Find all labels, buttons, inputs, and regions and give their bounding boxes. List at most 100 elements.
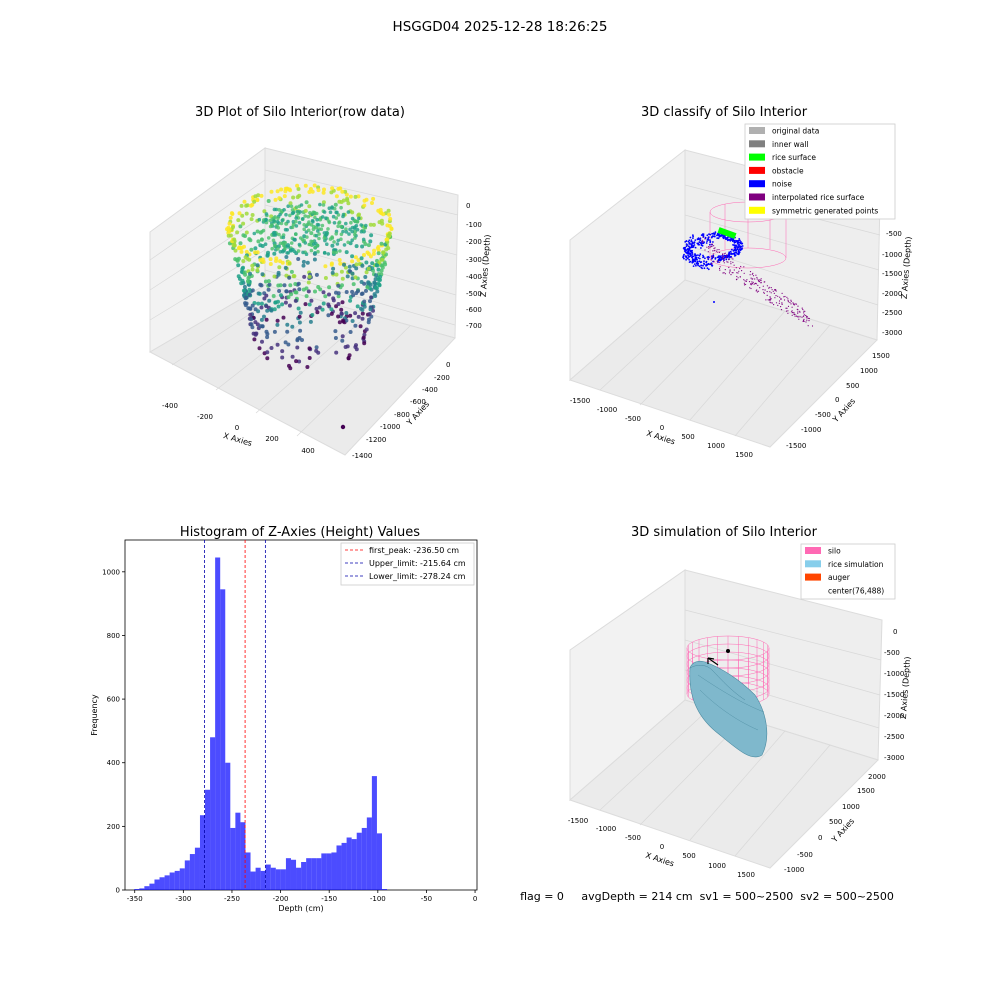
panel-raw-zlabel: Z Axies (Depth) bbox=[479, 234, 492, 297]
classify-noise-point bbox=[729, 239, 732, 242]
raw-data-point bbox=[240, 213, 245, 218]
histogram-bar bbox=[184, 860, 190, 890]
classify-noise-point bbox=[719, 255, 722, 258]
classify-interpolated-point bbox=[709, 246, 711, 248]
raw-data-point bbox=[314, 348, 319, 353]
panel-simulation-title: 3D simulation of Silo Interior bbox=[631, 525, 818, 540]
classify-interpolated-point bbox=[710, 246, 712, 248]
classify-noise-point bbox=[725, 258, 728, 261]
raw-data-point bbox=[361, 335, 366, 340]
raw-data-point bbox=[336, 224, 340, 229]
raw-data-point bbox=[232, 237, 237, 242]
legend-label: Upper_limit: -215.64 cm bbox=[369, 559, 466, 568]
histogram-bar bbox=[381, 889, 388, 890]
histogram-bar bbox=[356, 832, 362, 890]
classify-noise-point bbox=[699, 239, 702, 242]
raw-data-point bbox=[326, 313, 331, 318]
raw-data-point bbox=[249, 322, 254, 327]
y-tick-label: 600 bbox=[107, 696, 120, 704]
classify-noise-point bbox=[712, 232, 715, 235]
classify-interpolated-point bbox=[701, 241, 704, 243]
tick-label: 1000 bbox=[842, 803, 860, 811]
tick-label: 1000 bbox=[707, 442, 725, 450]
classify-noise-point bbox=[720, 235, 723, 237]
raw-data-point bbox=[346, 210, 351, 214]
raw-data-point bbox=[353, 255, 358, 260]
classify-interpolated-point bbox=[757, 290, 760, 292]
raw-data-point bbox=[359, 229, 364, 234]
raw-data-point bbox=[248, 238, 253, 243]
tick-label: -2500 bbox=[882, 309, 902, 317]
raw-data-point bbox=[309, 298, 314, 303]
raw-data-point bbox=[247, 287, 252, 292]
raw-data-point bbox=[266, 287, 271, 292]
classify-interpolated-point bbox=[759, 287, 761, 289]
raw-data-point bbox=[307, 274, 312, 279]
classify-interpolated-point bbox=[719, 269, 721, 271]
raw-data-point bbox=[315, 217, 319, 222]
classify-noise-point bbox=[737, 250, 740, 253]
classify-noise-point bbox=[717, 237, 720, 240]
tick-label: 1500 bbox=[735, 451, 753, 459]
raw-data-point bbox=[310, 313, 315, 317]
raw-data-point bbox=[330, 205, 334, 209]
status-text: flag = 0 avgDepth = 214 cm sv1 = 500~250… bbox=[520, 890, 894, 903]
raw-data-point bbox=[313, 289, 317, 294]
legend-label: interpolated rice surface bbox=[772, 193, 865, 202]
legend-swatch bbox=[749, 127, 765, 134]
classify-noise-point bbox=[713, 233, 716, 236]
tick-label: 500 bbox=[682, 852, 695, 860]
raw-data-point bbox=[235, 258, 240, 263]
raw-data-point bbox=[303, 183, 308, 188]
classify-interpolated-point bbox=[758, 281, 761, 283]
classify-noise-point bbox=[707, 268, 710, 271]
raw-data-point bbox=[299, 203, 304, 207]
classify-interpolated-point bbox=[719, 266, 721, 268]
raw-data-point bbox=[314, 272, 319, 277]
raw-data-point bbox=[263, 279, 268, 284]
raw-data-point bbox=[293, 290, 298, 295]
raw-data-point bbox=[297, 242, 302, 247]
raw-data-point bbox=[275, 342, 280, 347]
legend-label: symmetric generated points bbox=[772, 206, 878, 215]
classify-interpolated-point bbox=[792, 302, 794, 304]
raw-data-point bbox=[348, 194, 353, 199]
classify-noise-point bbox=[733, 249, 735, 252]
raw-data-point bbox=[361, 237, 366, 242]
classify-noise-point bbox=[735, 249, 737, 252]
classify-interpolated-point bbox=[733, 269, 735, 271]
raw-data-point bbox=[279, 293, 283, 298]
classify-noise-point bbox=[699, 253, 702, 256]
raw-data-point bbox=[347, 264, 352, 269]
classify-interpolated-point bbox=[790, 299, 792, 301]
histogram-bar bbox=[366, 817, 372, 890]
raw-data-point bbox=[350, 238, 355, 242]
panel-classify-legend: original data inner wall rice surface obsta… bbox=[744, 123, 896, 220]
raw-data-point bbox=[288, 213, 292, 218]
raw-data-point bbox=[289, 248, 293, 252]
panel-classify-yticks: 1500 1000 500 0 -500 -1000 -1500 bbox=[786, 352, 890, 450]
raw-data-point bbox=[336, 291, 341, 296]
raw-data-point bbox=[334, 232, 339, 236]
classify-noise-point bbox=[734, 244, 736, 247]
panel-classify: 3D classify of Silo Interior original da… bbox=[569, 105, 913, 459]
classify-noise-point bbox=[686, 257, 689, 260]
tick-label: -500 bbox=[466, 290, 482, 298]
classify-interpolated-point bbox=[762, 285, 764, 287]
panel-classify-xticks: -1500 -1000 -500 0 500 1000 1500 bbox=[570, 397, 753, 459]
classify-noise-point bbox=[693, 244, 696, 246]
histogram-bar bbox=[205, 789, 211, 890]
raw-data-point bbox=[360, 263, 365, 268]
raw-data-point bbox=[358, 324, 363, 329]
classify-interpolated-point bbox=[769, 298, 772, 300]
classify-interpolated-point bbox=[706, 246, 708, 248]
raw-data-point bbox=[297, 220, 302, 225]
classify-interpolated-point bbox=[805, 314, 807, 317]
tick-label: -3000 bbox=[884, 754, 904, 762]
histogram-bar bbox=[270, 867, 276, 890]
classify-interpolated-point bbox=[763, 292, 765, 294]
classify-noise-point bbox=[707, 255, 710, 258]
raw-data-point bbox=[272, 307, 277, 312]
tick-label: -1200 bbox=[366, 436, 386, 444]
classify-interpolated-point bbox=[781, 302, 783, 304]
